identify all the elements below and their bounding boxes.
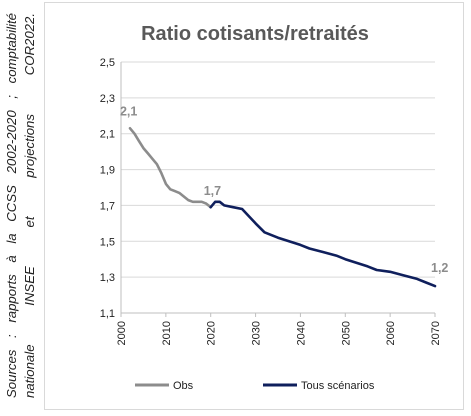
data-labels: 2,1 1,7 1,2 — [120, 104, 448, 275]
chart-frame: Ratio cotisants/retraités 2,5 2,3 2,1 1,9 1,… — [44, 2, 464, 410]
x-tick-label: 2050 — [340, 321, 352, 345]
gridlines — [121, 61, 435, 314]
x-tick-label: 2020 — [206, 321, 218, 345]
y-tick-label: 1,1 — [100, 308, 115, 320]
x-tick-label: 2030 — [251, 321, 263, 345]
y-tick-label: 2,5 — [100, 57, 115, 69]
x-tick-label: 2040 — [295, 321, 307, 345]
line-chart: Ratio cotisants/retraités 2,5 2,3 2,1 1,9 1,… — [100, 23, 449, 392]
x-tick-label: 2010 — [161, 321, 173, 345]
x-tick-label: 2070 — [430, 321, 442, 345]
y-tick-label: 1,3 — [100, 272, 115, 284]
y-tick-label: 2,1 — [100, 129, 115, 141]
series-line-obs — [128, 127, 212, 209]
data-label: 2,1 — [120, 104, 137, 118]
y-tick-label: 2,3 — [100, 93, 115, 105]
series-layer — [128, 127, 437, 288]
source-note-line-1: Sources : rapports à la CCSS 2002-2020 ;… — [4, 13, 19, 398]
legend: Obs Tous scénarios — [135, 380, 375, 392]
data-label: 1,2 — [431, 261, 448, 275]
x-tick-label: 2060 — [385, 321, 397, 345]
source-note-line-2: nationale INSEE et projections COR2022. — [22, 13, 37, 398]
legend-label: Obs — [173, 380, 194, 392]
x-tick-label: 2000 — [116, 321, 128, 345]
source-note: Sources : rapports à la CCSS 2002-2020 ;… — [3, 13, 39, 398]
chart-title: Ratio cotisants/retraités — [141, 23, 369, 45]
series-line-tous-scenarios — [209, 200, 437, 288]
y-tick-label: 1,7 — [100, 200, 115, 212]
y-tick-label: 1,5 — [100, 236, 115, 248]
data-label: 1,7 — [204, 184, 221, 198]
legend-label: Tous scénarios — [301, 380, 375, 392]
y-tick-label: 1,9 — [100, 165, 115, 177]
